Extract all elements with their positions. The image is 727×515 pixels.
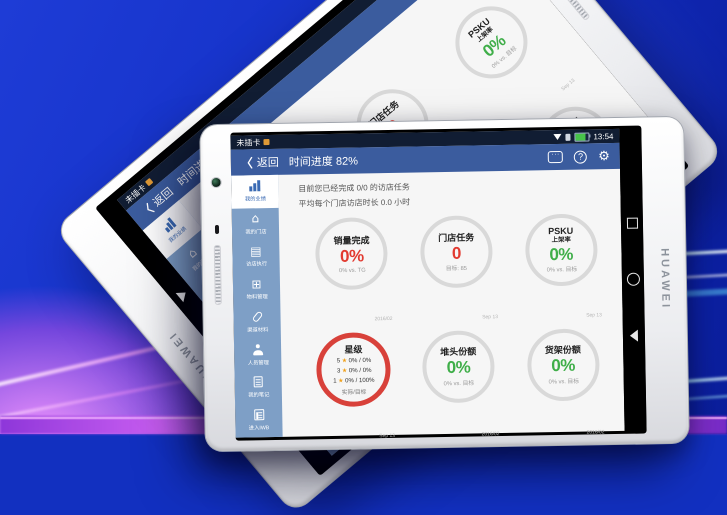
kpi-value: 0% [446,357,471,378]
star-row: 1★0% / 100% [333,376,375,385]
kpi-date: Sep 13 [379,432,396,439]
store-icon: ⌂ [184,245,200,261]
kpi-subtitle: 上架率 [551,235,571,244]
sidebar-item-iwb[interactable]: 进入IWB [235,404,283,438]
tablet-front-screen: 未插卡 13:54 〈 返回 时间进度 82% ··· ? [230,125,647,441]
front-camera-icon [210,176,222,189]
battery-icon [574,131,590,142]
sidebar-item-materials[interactable]: ⊞ 物料管理 [246,276,268,301]
kpi-star-rating[interactable]: 星级 5★0% / 0% 3★0% / 0% 1★0% / 100% [309,332,399,438]
star-row: 3★0% / 0% [336,366,372,374]
brand-logo: HUAWEI [658,248,672,311]
grid-icon: ⊞ [251,276,262,291]
clipboard-icon: ▤ [250,244,262,259]
kpi-ring: 销量完成 0% 0% vs. TG [315,217,389,291]
star-icon: ★ [341,356,347,364]
kpi-subtext: 0% vs. 目标 [548,377,579,385]
sidebar-item-notes[interactable]: 我的笔记 [235,371,283,405]
sim-icon [144,177,154,187]
kpi-grid: 销量完成 0% 0% vs. TG 2016/02 门店任务 0 目标: 85 [299,213,617,438]
kpi-date: Sep 13 [586,312,603,319]
sim-icon [263,139,270,146]
kpi-sales-completion[interactable]: 销量完成 0% 0% vs. TG 2016/02 [307,217,397,322]
kpi-subtext: 0% vs. TG [338,266,366,274]
kpi-date: Sep 13 [481,313,498,320]
paperclip-icon [251,310,263,323]
back-label: 返回 [256,156,279,170]
app-screen: 未插卡 13:54 〈 返回 时间进度 82% ··· ? [230,128,625,438]
store-icon: ⌂ [251,211,260,226]
document-icon [253,408,264,421]
kpi-ring: PSKU 上架率 0% 0% vs. 目标 [524,213,598,287]
header-icons: ··· ? ⚙ [548,148,610,164]
star-icon: ★ [338,377,344,385]
kpi-value: 0% [549,244,574,264]
chevron-left-icon: 〈 [240,155,253,171]
person-icon [252,343,264,356]
speaker-grille [213,244,222,306]
sidebar-item-performance[interactable]: 我的业绩 [231,174,279,209]
sidebar-item-channel-materials[interactable]: 渠道材料 [233,306,281,340]
tablet-front: 未插卡 13:54 〈 返回 时间进度 82% ··· ? [199,115,690,453]
help-icon[interactable]: ? [574,149,588,164]
nav-back-icon[interactable] [175,287,190,303]
kpi-footer: 实际/目标 [341,388,367,396]
status-left: 未插卡 [236,137,270,149]
main-content: 目前您已经完成 0/0 的访店任务 平均每个门店访店时长 0.0 小时 销量完成… [278,169,625,439]
sidebar: 我的业绩 ⌂ 我的门店 ▤ 访店执行 ⊞ 物料管理 [231,174,283,438]
kpi-ring: 货架份额 0% 0% vs. 目标 [526,328,600,402]
kpi-ring: 门店任务 0 目标: 85 [419,215,494,289]
data-icon [565,133,571,141]
chart-icon [249,179,261,192]
tablet-front-brand-bezel: HUAWEI [641,125,688,434]
kpi-subtext: 0% vs. 目标 [443,379,474,387]
kpi-psku[interactable]: PSKU 上架率 0% 0% vs. 目标 Sep 13 [516,213,606,318]
kpi-value: 0% [339,246,364,266]
nav-recents-icon[interactable] [626,217,638,229]
wifi-icon [553,133,562,141]
tablet-front-camera-bezel [200,133,235,441]
sidebar-item-stores[interactable]: ⌂ 我的门店 [244,211,267,235]
kpi-ring-red: 星级 5★0% / 0% 3★0% / 0% 1★0% / 100% [316,332,392,408]
gear-icon[interactable]: ⚙ [598,148,610,164]
clock-label: 13:54 [593,131,614,141]
carrier-label: 未插卡 [236,137,261,148]
status-right: 13:54 [553,131,614,142]
nav-back-icon[interactable] [629,329,639,342]
back-button[interactable]: 〈 返回 [241,153,279,171]
kpi-shelf-share[interactable]: 货架份额 0% 0% vs. 目标 2016/02 [518,328,608,435]
nav-home-icon[interactable] [626,272,640,286]
kpi-value: 0% [551,356,576,376]
kpi-store-tasks[interactable]: 门店任务 0 目标: 85 Sep 13 [412,215,502,320]
kpi-subtext: 目标: 85 [446,265,468,272]
kpi-date: 2016/02 [374,315,393,322]
sensor-icon [214,224,220,234]
sidebar-item-visits[interactable]: ▤ 访店执行 [245,244,267,268]
kpi-subtext: 0% vs. 目标 [546,265,577,274]
notebook-icon [253,376,263,389]
kpi-date: Sep 13 [560,77,577,92]
chat-icon[interactable]: ··· [548,150,564,164]
app-body: 我的业绩 ⌂ 我的门店 ▤ 访店执行 ⊞ 物料管理 [231,169,625,438]
sidebar-item-personnel[interactable]: 人员管理 [234,339,282,373]
summary-lines: 目前您已经完成 0/0 的访店任务 平均每个门店访店时长 0.0 小时 [298,176,612,212]
kpi-ring: 堆头份额 0% 0% vs. 目标 [421,330,496,404]
star-icon: ★ [341,366,347,374]
kpi-value: 0 [451,243,462,263]
kpi-display-share[interactable]: 堆头份额 0% 0% vs. 目标 2016/02 [414,330,504,437]
star-row: 5★0% / 0% [336,356,371,364]
time-progress-label: 时间进度 82% [288,155,359,169]
